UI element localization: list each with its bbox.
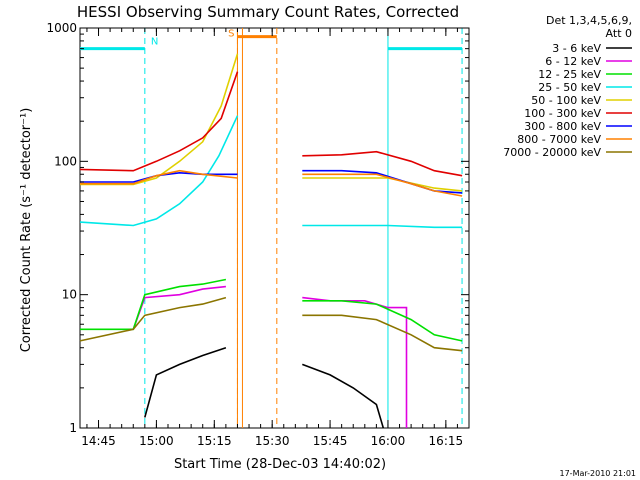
timestamp: 17-Mar-2010 21:01	[560, 469, 637, 478]
series-line	[302, 173, 463, 197]
x-tick-label: 15:00	[139, 434, 174, 448]
y-tick-label: 1	[69, 421, 77, 435]
legend-label: 100 - 300 keV	[524, 107, 601, 120]
legend-label: 800 - 7000 keV	[517, 133, 601, 146]
series-line	[302, 363, 385, 429]
plot-area: NS	[79, 27, 470, 429]
series-line	[302, 150, 463, 177]
series-line	[302, 177, 463, 192]
y-tick-label: 1000	[46, 21, 77, 35]
legend-label: 50 - 100 keV	[531, 94, 601, 107]
series-line	[302, 314, 463, 352]
y-axis-label: Corrected Count Rate (s⁻¹ detector⁻¹)	[19, 108, 34, 353]
legend-label: 12 - 25 keV	[538, 68, 601, 81]
legend-label: 3 - 6 keV	[552, 42, 601, 55]
x-tick-label: 15:45	[313, 434, 348, 448]
series-line	[80, 169, 238, 185]
x-axis-label: Start Time (28-Dec-03 14:40:02)	[174, 457, 386, 472]
x-tick-label: 15:15	[197, 434, 232, 448]
legend-header-line-1: Det 1,3,4,5,6,9,	[546, 14, 632, 27]
x-axis: 14:45 15:00 15:15 15:30 15:45 16:00 16:15	[81, 28, 463, 448]
y-tick-label: 100	[54, 154, 77, 168]
series-line	[144, 346, 227, 418]
legend-label: 300 - 800 keV	[524, 120, 601, 133]
x-tick-label: 16:15	[429, 434, 464, 448]
y-tick-label: 10	[62, 288, 77, 302]
y-axis: 1 10 100 1000	[46, 21, 469, 435]
x-tick-label: 14:45	[81, 434, 116, 448]
legend-label: 25 - 50 keV	[538, 81, 601, 94]
night-label: N	[151, 37, 158, 48]
x-tick-label: 15:30	[255, 434, 290, 448]
legend-header-line-2: Att 0	[606, 27, 632, 40]
saa-label: S	[228, 29, 234, 40]
series-line	[79, 296, 227, 342]
legend-label: 7000 - 20000 keV	[503, 146, 601, 159]
chart-title: HESSI Observing Summary Count Rates, Cor…	[77, 3, 459, 21]
series-line	[79, 71, 239, 172]
series-line	[302, 299, 463, 342]
legend-label: 6 - 12 keV	[545, 55, 601, 68]
x-tick-label: 16:00	[371, 434, 406, 448]
series-line	[80, 171, 238, 183]
series-line	[80, 278, 227, 331]
series-line	[79, 115, 239, 227]
series-line	[302, 224, 463, 229]
plot-frame	[79, 27, 470, 429]
